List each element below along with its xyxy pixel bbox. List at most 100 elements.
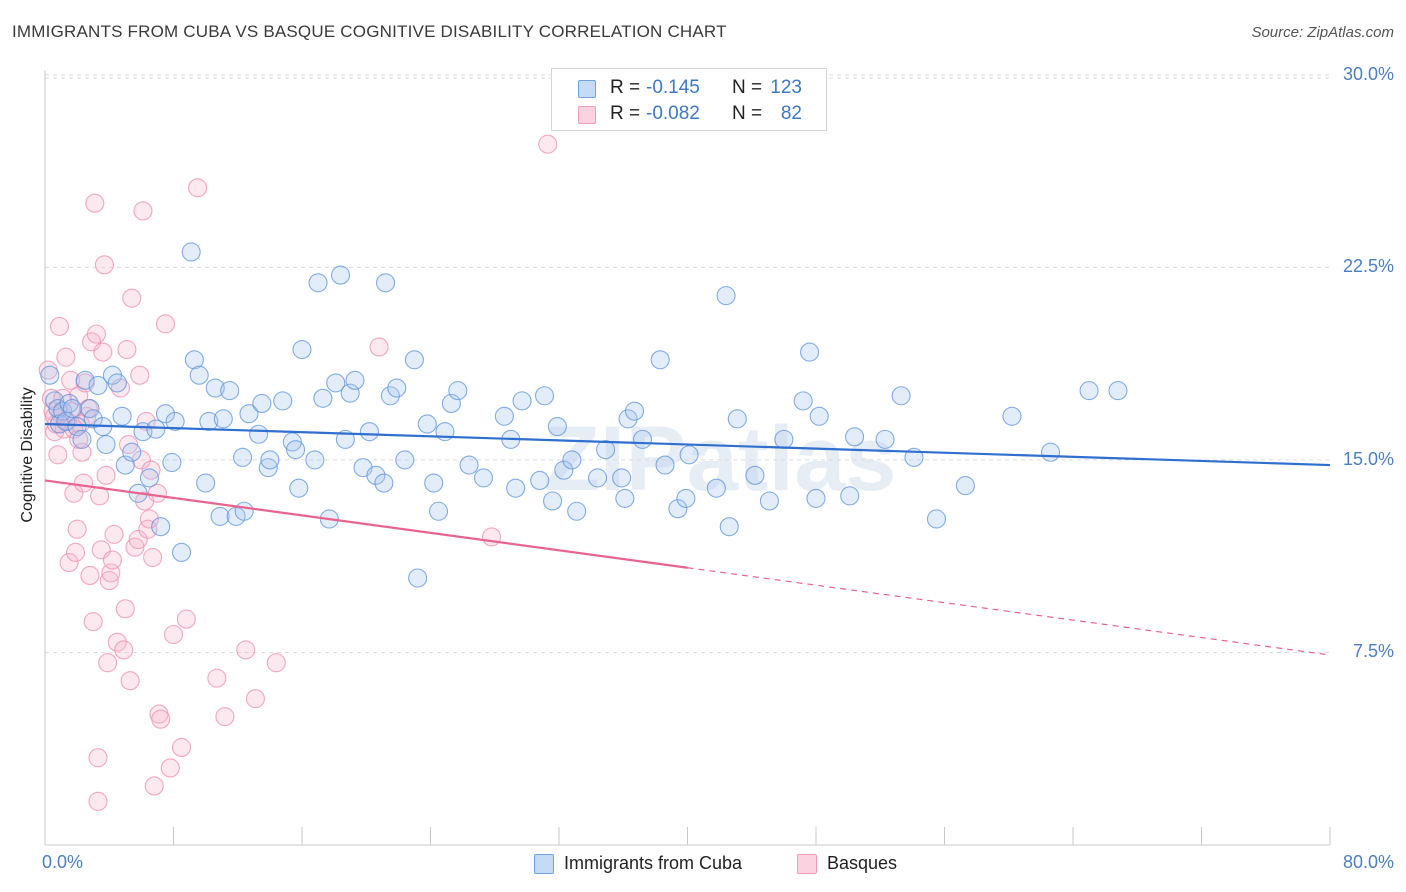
cuba-point (96, 434, 116, 455)
cuba-point (80, 399, 100, 419)
basques-point (107, 632, 127, 652)
bottom-legend-swatch-cuba (534, 854, 554, 874)
basques-point (80, 565, 100, 585)
cuba-point (83, 409, 103, 429)
y-tick-label: 15.0% (1342, 448, 1394, 469)
cuba-point (107, 373, 127, 393)
cuba-points (40, 242, 1128, 588)
basques-point (74, 473, 94, 493)
basques-point (83, 612, 103, 632)
basques-point (65, 542, 86, 562)
cuba-point (184, 350, 204, 370)
cuba-point (249, 424, 269, 444)
cuba-point (375, 273, 396, 293)
bottom-legend-swatch-basques (797, 854, 817, 874)
basques-point (147, 483, 167, 503)
basques-point (120, 671, 140, 691)
basques-point (136, 411, 156, 431)
cuba-point (305, 450, 325, 470)
cuba-point (1079, 381, 1099, 401)
cuba-point (345, 370, 365, 390)
cuba-point (596, 440, 616, 460)
basques-point (141, 460, 161, 480)
basques-point (49, 316, 70, 336)
basques-point (139, 509, 159, 529)
cuba-point (404, 350, 424, 370)
legend-n-label: N = (732, 103, 763, 124)
cuba-point (547, 416, 567, 437)
cuba-point (258, 458, 278, 478)
basques-point (86, 324, 106, 344)
watermark: ZIPatlas (544, 408, 897, 510)
basques-point (48, 445, 68, 465)
basques-point (144, 776, 164, 796)
cuba-point (1108, 381, 1128, 401)
cuba-point (759, 491, 779, 511)
cuba-point (806, 488, 826, 508)
cuba-point (45, 391, 65, 411)
legend-row-basques: R = -0.082 N = 82 (552, 101, 826, 127)
cuba-point (800, 342, 820, 362)
basques-point (236, 640, 256, 660)
basques-point (96, 465, 116, 485)
basques-point (160, 758, 180, 778)
x-tick-max: 80.0% (1342, 852, 1394, 872)
basques-point (56, 347, 76, 367)
basques-point (67, 519, 87, 539)
cuba-point (587, 468, 608, 488)
cuba-point (335, 429, 355, 449)
cuba-point (273, 391, 293, 411)
source-credit: Source: ZipAtlas.com (1251, 24, 1394, 41)
y-tick-label: 30.0% (1342, 63, 1394, 84)
cuba-point (655, 455, 675, 475)
basques-point (176, 609, 196, 629)
cuba-point (330, 265, 351, 285)
cuba-point (75, 370, 95, 390)
bottom-legend-label-cuba: Immigrants from Cuba (564, 853, 743, 873)
basques-point (125, 537, 145, 557)
cuba-point (380, 386, 400, 406)
legend-r-label: R = (610, 103, 641, 124)
cuba-point (252, 393, 272, 413)
cuba-point (618, 409, 638, 429)
basques-point (88, 791, 108, 811)
trend-lines (44, 422, 1331, 656)
cuba-point (165, 411, 185, 431)
basques-point (122, 288, 142, 308)
cuba-point (844, 427, 865, 447)
cuba-point (308, 273, 328, 293)
basques-point (118, 434, 139, 455)
basques-point (133, 201, 153, 221)
cuba-point (151, 517, 171, 537)
grid-lines (45, 74, 1330, 653)
cuba-point (506, 478, 526, 498)
cuba-point (875, 429, 895, 449)
legend-n-value: 82 (780, 103, 802, 124)
legend-r-label: R = (610, 77, 641, 98)
basques-trend-extension (687, 567, 1331, 656)
cuba-point (213, 409, 233, 429)
x-tick-min: 0.0% (42, 852, 84, 872)
legend-row-cuba: R = -0.145 N = 123 (552, 75, 826, 101)
cuba-point (40, 365, 60, 385)
cuba-point (286, 440, 306, 460)
basques-trend-line (44, 479, 688, 569)
basques-point (245, 689, 265, 709)
cuba-point (891, 386, 911, 406)
cuba-point (374, 473, 394, 493)
cuba-point (632, 429, 653, 449)
basques-point (369, 337, 389, 357)
cuba-point (745, 465, 765, 485)
cuba-point (459, 455, 479, 475)
cuba-point (543, 491, 563, 511)
cuba-trend-line (44, 422, 1331, 467)
cuba-point (359, 422, 380, 442)
cuba-point (774, 429, 794, 449)
chart-title: IMMIGRANTS FROM CUBA VS BASQUE COGNITIVE… (12, 22, 727, 41)
cuba-point (650, 350, 670, 370)
cuba-point (139, 468, 159, 488)
cuba-point (534, 386, 555, 406)
basques-point (85, 193, 105, 213)
cuba-point (1002, 406, 1022, 426)
